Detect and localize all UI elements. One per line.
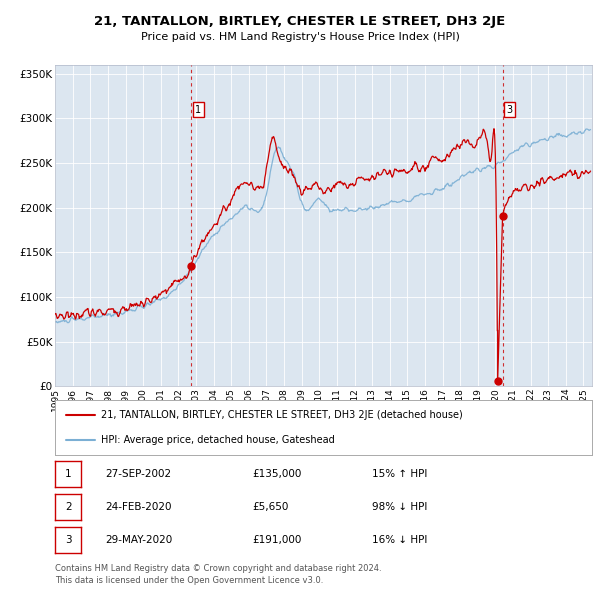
- Text: Contains HM Land Registry data © Crown copyright and database right 2024.
This d: Contains HM Land Registry data © Crown c…: [55, 565, 382, 585]
- Text: 27-SEP-2002: 27-SEP-2002: [105, 469, 171, 479]
- Text: 3: 3: [65, 535, 71, 545]
- Text: 21, TANTALLON, BIRTLEY, CHESTER LE STREET, DH3 2JE: 21, TANTALLON, BIRTLEY, CHESTER LE STREE…: [94, 15, 506, 28]
- Text: 21, TANTALLON, BIRTLEY, CHESTER LE STREET, DH3 2JE (detached house): 21, TANTALLON, BIRTLEY, CHESTER LE STREE…: [101, 410, 463, 420]
- Text: 29-MAY-2020: 29-MAY-2020: [105, 535, 172, 545]
- Text: £191,000: £191,000: [252, 535, 301, 545]
- Text: Price paid vs. HM Land Registry's House Price Index (HPI): Price paid vs. HM Land Registry's House …: [140, 32, 460, 42]
- Text: 1: 1: [195, 104, 201, 114]
- Text: 3: 3: [506, 104, 512, 114]
- Text: 98% ↓ HPI: 98% ↓ HPI: [372, 502, 427, 512]
- Text: HPI: Average price, detached house, Gateshead: HPI: Average price, detached house, Gate…: [101, 435, 335, 445]
- Text: 1: 1: [65, 469, 71, 479]
- Text: 15% ↑ HPI: 15% ↑ HPI: [372, 469, 427, 479]
- Text: 2: 2: [65, 502, 71, 512]
- Text: 24-FEB-2020: 24-FEB-2020: [105, 502, 172, 512]
- Text: £5,650: £5,650: [252, 502, 289, 512]
- Text: 16% ↓ HPI: 16% ↓ HPI: [372, 535, 427, 545]
- Text: £135,000: £135,000: [252, 469, 301, 479]
